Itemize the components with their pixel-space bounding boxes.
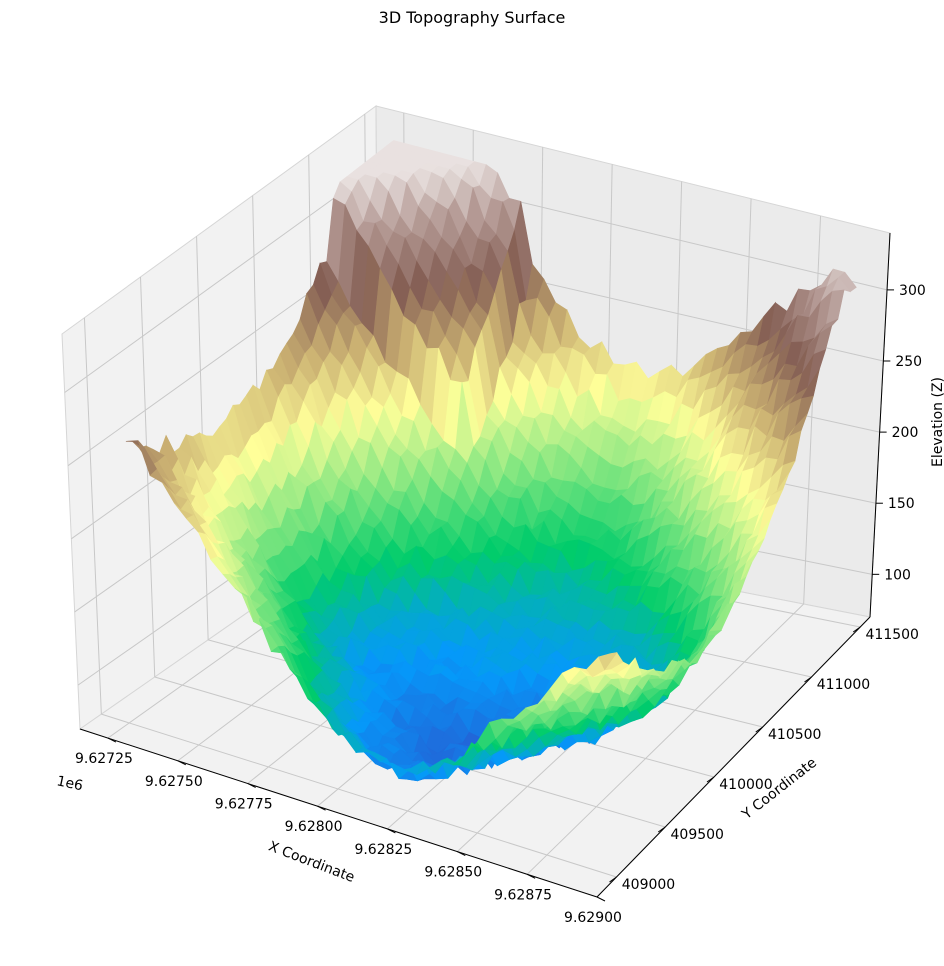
y-tick-label: 409500 <box>671 827 724 843</box>
y-gridline-side <box>83 317 102 715</box>
z-axis-line <box>869 232 891 618</box>
chart-title: 3D Topography Surface <box>379 8 566 27</box>
z-tick-label: 100 <box>884 567 911 583</box>
y-tick <box>755 726 764 733</box>
x-tick <box>596 896 606 902</box>
x-offset-text: 1e6 <box>55 773 84 794</box>
x-tick-label: 9.62850 <box>424 865 482 881</box>
x-tick <box>457 851 466 857</box>
y-tick-label: 409000 <box>622 877 675 893</box>
z-tick-label: 200 <box>892 425 919 441</box>
y-gridline <box>101 713 617 878</box>
y-tick <box>706 776 715 783</box>
x-axis-label: X Coordinate <box>266 839 357 886</box>
z-axis-label: Elevation (Z) <box>930 377 944 467</box>
x-tick-label: 9.62875 <box>494 887 552 903</box>
z-tick-label: 150 <box>888 496 915 512</box>
x-tick <box>107 737 117 743</box>
y-tick-label: 410000 <box>719 777 772 793</box>
y-tick <box>657 826 666 833</box>
tick-labels: 9.62725 9.62750 9.62775 9.62800 9.62825 9.628… <box>75 283 926 926</box>
x-tick-label: 9.62750 <box>145 774 203 790</box>
x-tick <box>247 783 256 788</box>
y-tick <box>852 626 861 633</box>
x-tick <box>177 760 187 766</box>
y-axis-line <box>596 616 871 898</box>
x-gridline-back <box>803 215 822 605</box>
x-gridline <box>526 603 804 875</box>
y-tick-label: 410500 <box>768 727 821 743</box>
surface-facet <box>598 652 618 671</box>
y-gridline-side <box>140 276 156 678</box>
y-tick-label: 411000 <box>817 677 870 693</box>
y-tick-label: 411500 <box>866 627 919 643</box>
x-tick <box>526 873 536 879</box>
x-tick-label: 9.62725 <box>75 751 133 767</box>
z-tick-label: 300 <box>899 283 926 299</box>
y-tick <box>804 676 812 683</box>
x-axis-line <box>79 728 598 898</box>
x-tick <box>317 805 326 811</box>
z-tick-label: 250 <box>895 354 922 370</box>
terrain-surface <box>125 140 857 782</box>
y-tick <box>609 876 617 883</box>
x-tick-label: 9.62800 <box>285 819 343 835</box>
x-tick <box>387 828 396 834</box>
axis-lines <box>79 232 891 898</box>
x-tick-label: 9.62775 <box>215 796 273 812</box>
x-tick-label: 9.62900 <box>564 910 622 926</box>
x-tick-label: 9.62825 <box>354 842 412 858</box>
